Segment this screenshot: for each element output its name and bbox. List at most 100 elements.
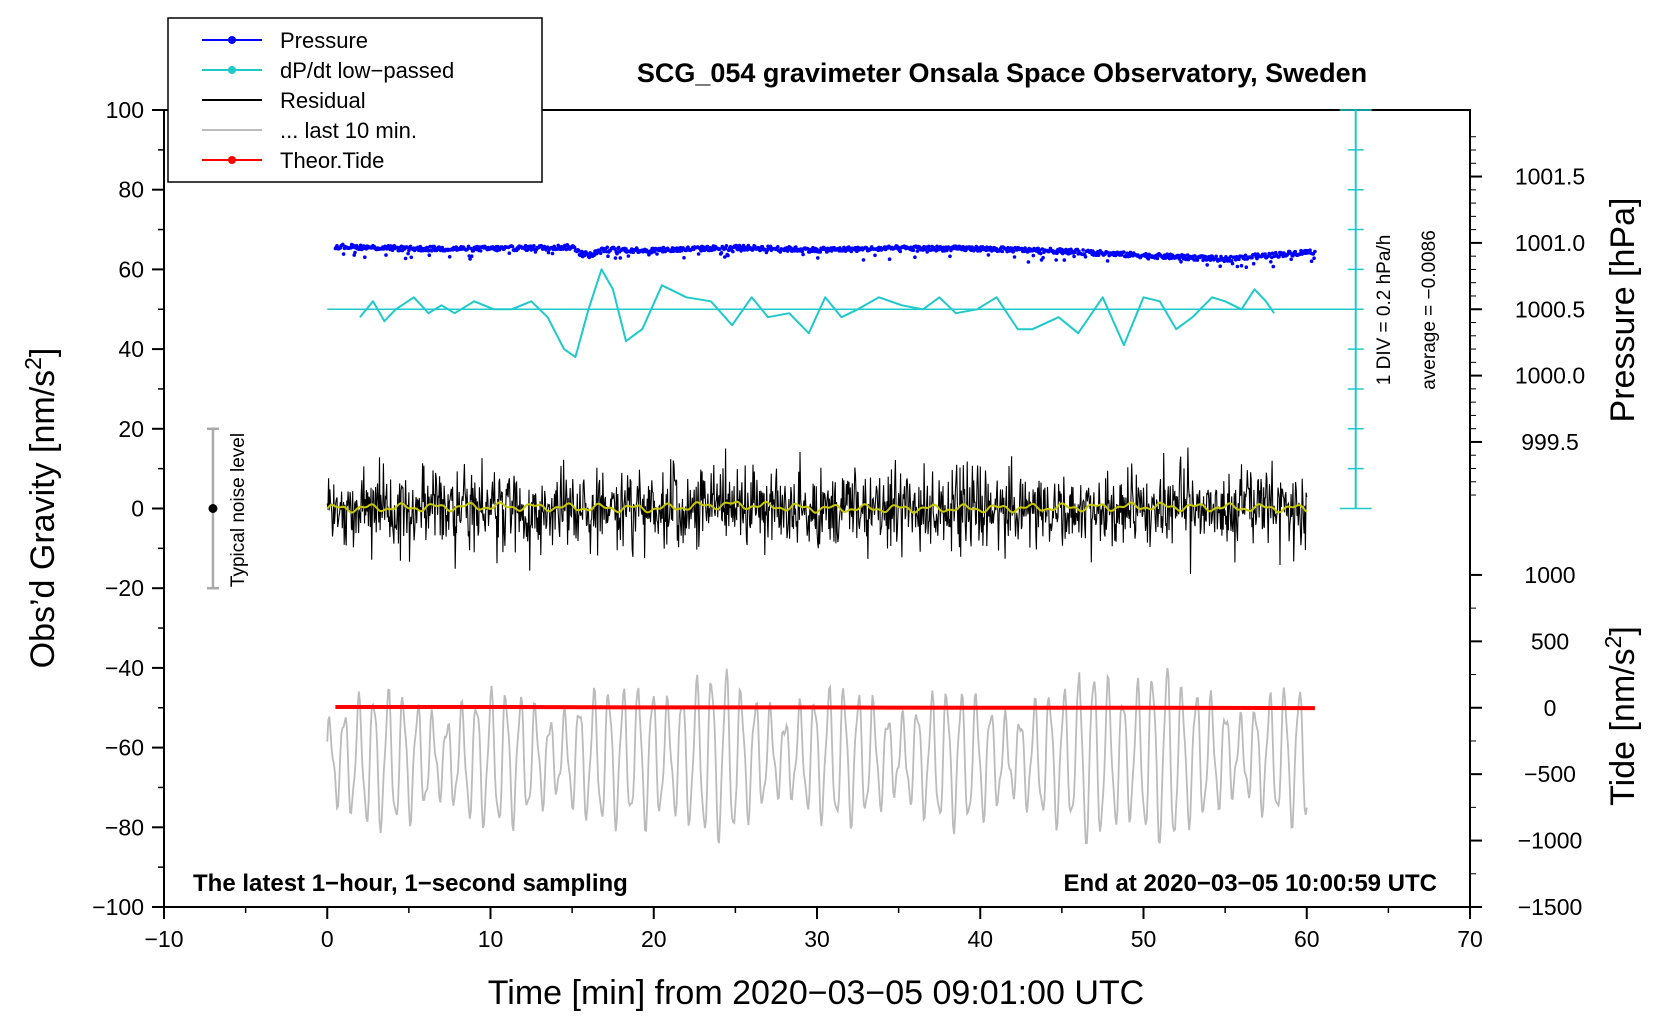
residual-line (326, 447, 1308, 574)
tide-tick-label: −1000 (1518, 828, 1583, 854)
pressure-point (605, 245, 609, 250)
pressure-point (718, 247, 722, 251)
pressure-point (1155, 256, 1160, 261)
pressure-point (792, 249, 796, 253)
x-axis-title: Time [min] from 2020−03−05 09:01:00 UTC (488, 974, 1144, 1012)
pressure-point (915, 249, 920, 253)
legend-swatch-marker (228, 66, 236, 74)
pressure-point (335, 244, 339, 248)
pressure-point (550, 251, 555, 256)
pressure-point (1060, 247, 1064, 252)
pressure-point (546, 250, 551, 255)
pressure-point (1083, 254, 1088, 259)
pressure-point (1208, 258, 1213, 262)
pressure-point (1229, 259, 1234, 263)
pressure-point (407, 248, 411, 253)
y-tick-label: 100 (106, 97, 144, 123)
pressure-point (726, 253, 730, 258)
pressure-point (341, 242, 345, 247)
pressure-point (1105, 259, 1110, 263)
x-tick-label: 60 (1294, 926, 1320, 952)
pressure-point (849, 249, 854, 254)
pressure-point (469, 254, 474, 258)
legend: Pressure dP/dt low−passed Residual ... last… (167, 17, 543, 183)
pressure-point (613, 256, 618, 260)
y-tick-label: −100 (92, 894, 144, 920)
pressure-point (612, 247, 617, 251)
pressure-tick-label: 1000.5 (1515, 296, 1585, 322)
pressure-point (1269, 260, 1273, 264)
pressure-point (1041, 255, 1045, 260)
x-axis: −10 0 10 20 30 40 50 60 70 (144, 907, 1483, 952)
tide-tick-label: 0 (1544, 695, 1557, 721)
tide-tick-label: 1000 (1524, 562, 1575, 588)
pressure-point (1203, 254, 1208, 259)
theor-tide-series (335, 705, 1315, 711)
y-tick-label: 60 (118, 256, 144, 282)
y-tick-label: 0 (131, 496, 144, 522)
pressure-point (696, 252, 701, 256)
pressure-point (1012, 255, 1017, 259)
pressure-point (778, 250, 783, 254)
pressure-point (1271, 264, 1276, 269)
residual-smoothed-line (326, 500, 1308, 514)
x-tick-label: 40 (967, 926, 993, 952)
pressure-point (986, 253, 991, 257)
y-tick-label: −80 (105, 814, 144, 840)
pressure-point (507, 251, 512, 255)
pressure-point (1038, 251, 1043, 256)
pressure-point (1289, 257, 1293, 262)
pressure-point (1251, 261, 1256, 266)
legend-label: ... last 10 min. (280, 118, 417, 143)
pressure-point (1026, 260, 1031, 264)
y-tick-label: 20 (118, 416, 144, 442)
pressure-point (403, 256, 408, 261)
legend-label: Theor.Tide (280, 148, 384, 173)
pressure-point (801, 252, 805, 257)
pressure-point (927, 244, 931, 249)
pressure-point (731, 249, 735, 254)
dpdt-line (359, 268, 1275, 359)
pressure-point (618, 256, 623, 260)
pressure-point (1235, 264, 1240, 269)
pressure-point (510, 244, 515, 249)
pressure-point (1195, 258, 1200, 262)
pressure-point (1309, 259, 1314, 264)
y-tick-label: 40 (118, 336, 144, 362)
pressure-point (468, 257, 472, 261)
pressure-axis-right: 1001.5 1001.0 1000.5 1000.0 999.5 (1470, 136, 1585, 496)
residual-smoothed-series (326, 500, 1308, 514)
pressure-point (1144, 252, 1148, 256)
tide-tick-label: −1500 (1518, 894, 1583, 920)
y-tick-label: −60 (105, 735, 144, 761)
pressure-point (626, 254, 631, 258)
pressure-point (1020, 246, 1024, 251)
residual-series (326, 447, 1308, 574)
pressure-tick-label: 1000.0 (1515, 363, 1585, 389)
noise-label: Typical noise level (228, 433, 249, 587)
dpdt-scale-bar (1339, 109, 1372, 510)
pressure-point (447, 254, 452, 259)
legend-label: Pressure (280, 28, 368, 53)
pressure-point (873, 253, 877, 258)
x-tick-label: 50 (1131, 926, 1157, 952)
legend-label: Residual (280, 88, 366, 113)
x-tick-label: 20 (641, 926, 667, 952)
tide-tick-label: −500 (1524, 761, 1576, 787)
pressure-axis-title: Pressure [hPa] (1604, 198, 1642, 423)
pressure-point (925, 250, 929, 254)
pressure-point (1244, 265, 1249, 270)
pressure-point (466, 244, 471, 249)
pressure-point (911, 248, 916, 252)
pressure-point (1205, 263, 1209, 267)
tide-axis-right: 1000 500 0 −500 −1000 −1500 (1470, 562, 1582, 920)
pressure-point (1313, 249, 1317, 254)
legend-swatch-marker (228, 156, 236, 164)
pressure-point (1293, 249, 1298, 254)
pressure-point (682, 255, 686, 260)
pressure-point (1308, 248, 1312, 252)
pressure-point (948, 254, 952, 259)
pressure-point (1239, 263, 1244, 268)
pressure-point (647, 252, 651, 257)
pressure-point (606, 254, 610, 258)
